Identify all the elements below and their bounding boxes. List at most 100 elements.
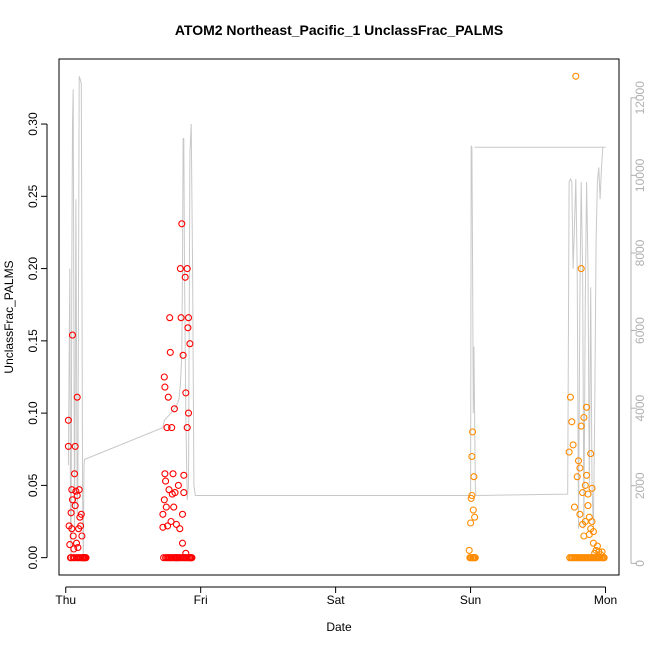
data-point: [64, 416, 72, 424]
data-point: [171, 489, 179, 497]
data-point: [162, 503, 170, 511]
y-tick-label: 0.15: [26, 329, 40, 353]
data-point: [164, 393, 172, 401]
y-tick-label: 0.25: [26, 184, 40, 208]
data-point: [589, 528, 597, 536]
y-tick-label: 0.30: [26, 112, 40, 136]
data-point: [572, 72, 580, 80]
y-tick-label: 0.00: [26, 546, 40, 570]
data-point: [72, 539, 81, 547]
data-point: [170, 503, 178, 511]
x-axis: Thu Fri Sat Sun Mon: [55, 586, 617, 607]
data-point: [82, 554, 90, 562]
data-point: [186, 340, 194, 348]
data-point: [576, 510, 584, 518]
data-point: [465, 546, 473, 554]
data-point: [573, 473, 581, 481]
data-point: [67, 509, 75, 517]
data-point: [468, 491, 476, 500]
data-point: [176, 525, 184, 533]
data-point: [588, 517, 596, 526]
y-tick-label: 0.05: [26, 473, 40, 497]
data-point: [164, 522, 172, 530]
data-point: [77, 510, 85, 518]
data-point: [78, 532, 86, 540]
data-point: [64, 442, 72, 450]
data-point: [184, 409, 193, 417]
data-point: [174, 481, 182, 489]
data-point: [574, 457, 583, 465]
y-tick-label: 0.20: [26, 257, 40, 281]
scatter-points-layer: [64, 72, 608, 562]
data-point: [68, 525, 76, 533]
data-point: [581, 481, 589, 489]
data-point: [188, 554, 196, 562]
y-axis: 0.00 0.05 0.10 0.15 0.20 0.25 0.30: [26, 112, 48, 570]
data-point: [176, 265, 184, 273]
x-tick-label: Sat: [327, 593, 346, 607]
data-point: [167, 517, 175, 526]
data-point: [470, 473, 478, 481]
data-point: [160, 373, 168, 381]
data-point: [68, 486, 76, 494]
right-y-tick-label: 6000: [633, 317, 647, 344]
altitude-line: [67, 76, 606, 558]
right-y-tick-label: 10000: [633, 158, 647, 192]
x-tick-label: Mon: [594, 593, 617, 607]
y-tick-label: 0.10: [26, 401, 40, 425]
data-point: [600, 554, 608, 562]
data-point: [568, 418, 576, 426]
data-point: [180, 471, 188, 479]
data-point: [177, 314, 185, 322]
data-point: [75, 486, 83, 494]
x-tick-label: Fri: [194, 593, 208, 607]
data-point: [77, 522, 85, 530]
data-point: [178, 539, 187, 547]
data-point: [577, 265, 585, 273]
data-point: [570, 503, 579, 511]
data-point: [184, 314, 193, 322]
data-point: [471, 554, 479, 562]
data-point: [577, 422, 585, 430]
right-y-tick-label: 8000: [633, 239, 647, 266]
data-point: [166, 348, 174, 356]
data-point: [182, 389, 190, 397]
data-point: [565, 448, 573, 456]
x-tick-label: Sun: [460, 593, 481, 607]
data-point: [169, 470, 177, 478]
data-point: [68, 331, 77, 339]
data-point: [580, 413, 588, 422]
data-point: [569, 441, 577, 449]
data-point: [72, 487, 80, 495]
right-y-axis: 0 2000 4000 6000 8000 10000 12000: [630, 81, 647, 567]
data-point: [70, 470, 79, 478]
data-point: [73, 393, 81, 401]
data-point: [471, 513, 479, 521]
data-point: [183, 424, 191, 432]
data-point: [183, 265, 191, 273]
data-point: [587, 450, 595, 458]
data-point: [467, 519, 475, 527]
data-point: [581, 517, 589, 526]
data-point: [469, 506, 477, 514]
data-point: [180, 489, 188, 497]
data-point: [69, 532, 77, 540]
data-point: [159, 523, 167, 531]
data-point: [71, 442, 79, 450]
x-axis-label: Date: [326, 620, 352, 634]
data-point: [467, 494, 475, 502]
right-y-tick-label: 4000: [633, 395, 647, 422]
chart-title: ATOM2 Northeast_Pacific_1 UnclassFrac_PA…: [175, 22, 503, 38]
data-point: [576, 464, 584, 472]
altitude-line-layer: [67, 76, 606, 558]
data-point: [163, 424, 171, 432]
data-point: [165, 486, 173, 494]
data-point: [74, 543, 82, 552]
data-point: [584, 502, 592, 510]
data-point: [168, 424, 176, 432]
data-point: [584, 490, 592, 498]
data-point: [67, 554, 75, 562]
data-point: [468, 452, 476, 461]
x-tick-label: Thu: [55, 593, 76, 607]
